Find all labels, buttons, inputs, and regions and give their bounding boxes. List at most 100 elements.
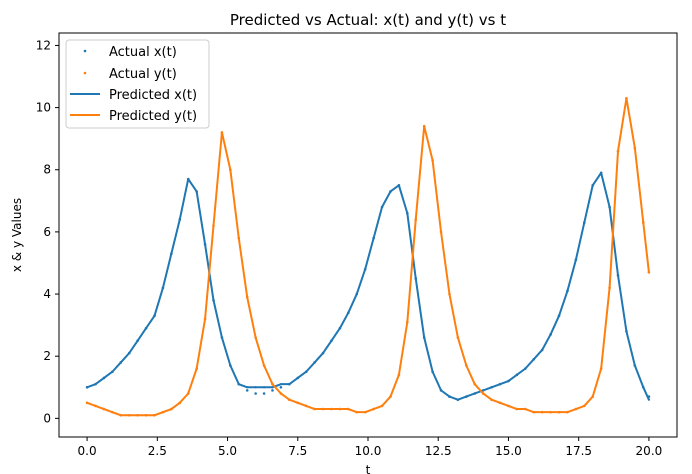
- line-point: [355, 292, 358, 296]
- line-point: [406, 320, 409, 324]
- line-point: [262, 364, 266, 367]
- line-point: [313, 407, 316, 411]
- line-point: [549, 333, 552, 336]
- line-point: [541, 411, 544, 414]
- y-axis-ticks: 0 2 4 6 8 10 12: [36, 38, 59, 425]
- x-tick-label: 20.0: [636, 444, 663, 458]
- line-point: [279, 383, 283, 386]
- line-point: [608, 286, 611, 289]
- legend-marker-actual-x: [83, 49, 87, 53]
- scatter-point: [262, 392, 266, 395]
- line-point: [557, 314, 561, 317]
- line-point: [94, 404, 97, 408]
- x-axis-ticks: 0.0 2.5 5.0 7.5 10.0 12.5 15.0 17.5 20.0: [78, 437, 663, 458]
- line-point: [296, 401, 299, 404]
- line-point: [397, 373, 400, 376]
- line-point: [456, 336, 459, 339]
- line-point: [85, 401, 89, 404]
- line-point: [237, 237, 240, 240]
- legend: Actual x(t) Actual y(t) Predicted x(t) P…: [65, 39, 210, 129]
- line-point: [574, 258, 577, 261]
- line-point: [321, 407, 325, 411]
- line-point: [473, 392, 476, 395]
- y-tick-label: 0: [43, 411, 51, 425]
- line-point: [647, 271, 651, 274]
- line-point: [195, 190, 198, 193]
- line-point: [566, 411, 569, 414]
- legend-label-predicted-y: Predicted y(t): [109, 109, 197, 124]
- line-point: [465, 364, 468, 367]
- legend-box: [65, 39, 210, 129]
- line-point: [338, 407, 342, 411]
- line-point: [414, 277, 417, 280]
- scatter-point: [254, 392, 257, 395]
- y-tick-label: 12: [36, 38, 51, 52]
- line-point: [347, 311, 350, 314]
- line-point: [153, 414, 156, 417]
- line-point: [288, 398, 291, 401]
- x-tick-label: 10.0: [355, 444, 382, 458]
- line-point: [625, 97, 628, 100]
- line-point: [389, 190, 392, 193]
- line-point: [321, 351, 325, 355]
- line-point: [524, 367, 527, 370]
- line-point: [187, 392, 190, 395]
- series-line: [86, 97, 650, 417]
- line-point: [262, 386, 266, 389]
- line-point: [85, 386, 89, 389]
- line-point: [406, 212, 409, 215]
- line-point: [254, 336, 257, 339]
- line-point: [583, 404, 586, 408]
- legend-marker-actual-y: [83, 71, 87, 75]
- line-point: [633, 364, 636, 367]
- y-tick-label: 2: [43, 349, 51, 363]
- line-point: [380, 404, 384, 408]
- line-point: [456, 398, 459, 401]
- line-point: [625, 330, 628, 333]
- line-point: [119, 414, 122, 417]
- legend-label-predicted-x: Predicted x(t): [109, 88, 197, 103]
- line-point: [102, 407, 106, 411]
- line-point: [364, 411, 367, 414]
- line-point: [524, 407, 527, 411]
- line-point: [515, 407, 518, 411]
- line-point: [170, 407, 173, 411]
- y-tick-label: 4: [43, 287, 51, 301]
- x-tick-label: 15.0: [495, 444, 522, 458]
- line-point: [187, 177, 190, 181]
- line-point: [288, 383, 291, 386]
- line-point: [94, 383, 97, 386]
- line-point: [557, 411, 561, 414]
- line-point: [212, 224, 215, 227]
- line-point: [473, 383, 476, 386]
- line-point: [642, 221, 645, 224]
- line-point: [583, 221, 586, 224]
- line-point: [347, 407, 350, 411]
- line-point: [431, 370, 434, 373]
- line-point: [229, 168, 232, 171]
- line-point: [490, 398, 493, 401]
- line-point: [498, 383, 502, 386]
- series-2: [85, 171, 651, 401]
- line-point: [591, 395, 594, 398]
- line-point: [397, 184, 400, 187]
- line-point: [144, 414, 148, 417]
- y-axis-label: x & y Values: [10, 198, 24, 272]
- line-point: [136, 339, 139, 342]
- line-point: [380, 205, 384, 209]
- line-point: [423, 125, 426, 128]
- line-point: [111, 370, 114, 373]
- line-point: [220, 131, 224, 134]
- line-point: [439, 230, 443, 233]
- line-point: [136, 414, 139, 417]
- line-point: [507, 404, 510, 408]
- line-point: [355, 411, 358, 414]
- line-point: [305, 370, 308, 373]
- line-point: [591, 184, 594, 187]
- x-tick-label: 7.5: [288, 444, 307, 458]
- line-point: [128, 414, 131, 417]
- line-point: [170, 252, 173, 255]
- line-point: [647, 398, 651, 401]
- line-point: [330, 339, 333, 342]
